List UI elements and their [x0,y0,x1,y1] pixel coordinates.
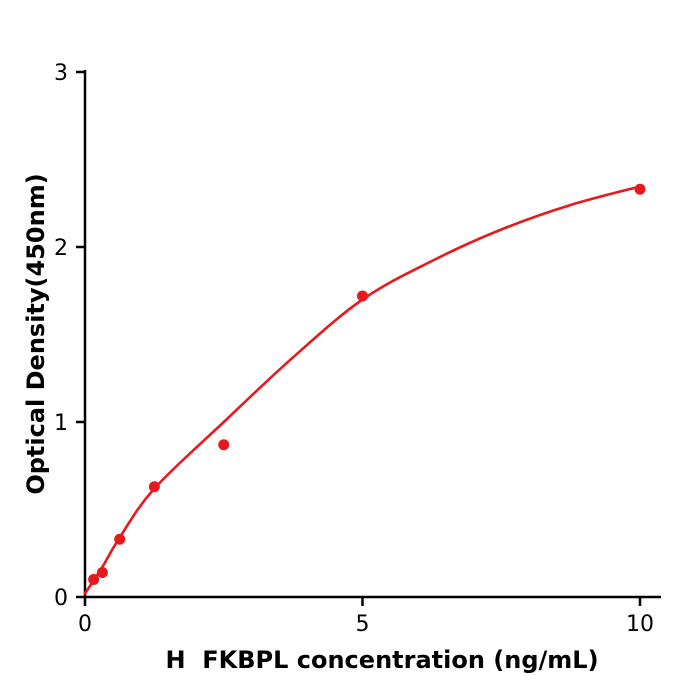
plot-dynamic-layer: 0 1 2 3 0 5 10 [54,61,661,637]
data-point [96,567,108,578]
y-tick-label: 2 [54,236,68,261]
x-tick-label: 0 [78,612,92,637]
data-point [634,183,646,195]
data-point [88,574,100,585]
y-tick-label: 1 [54,411,68,436]
fit-curve [83,184,645,595]
data-point [357,290,368,302]
data-point [218,439,230,451]
y-tick-label: 0 [54,586,68,611]
y-tick-label: 3 [54,61,68,86]
y-axis-label: Optical Density(450nm) [22,173,50,494]
x-tick-label: 5 [356,612,370,637]
data-point [114,533,126,545]
x-axis-label: H FKBPL concentration (ng/mL) [165,646,598,674]
data-point [148,481,160,493]
x-tick-label: 10 [626,612,654,637]
